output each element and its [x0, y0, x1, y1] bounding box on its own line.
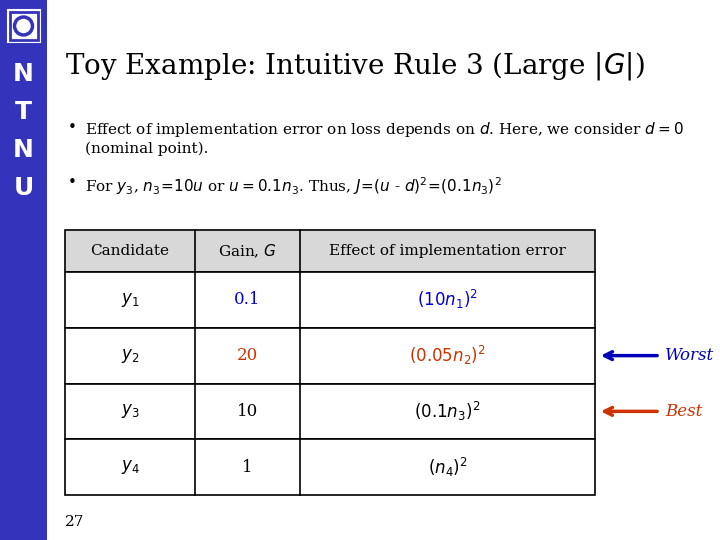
Bar	[65, 230, 595, 272]
Text: 10: 10	[237, 403, 258, 420]
Text: Gain, $G$: Gain, $G$	[218, 242, 277, 260]
Text: $(10n_1)^2$: $(10n_1)^2$	[417, 288, 478, 312]
FancyBboxPatch shape	[7, 10, 40, 42]
Text: For $y_3$, $n_3\!=\!10u$ or $u = 0.1n_3$. Thus, $J\!=\! (u$ - $d)^2\!=\!(0.1n_3): For $y_3$, $n_3\!=\!10u$ or $u = 0.1n_3$…	[85, 175, 502, 197]
Text: Effect of implementation error: Effect of implementation error	[329, 244, 566, 258]
Text: $y_4$: $y_4$	[120, 458, 140, 476]
Text: T: T	[15, 100, 32, 124]
Text: Effect of implementation error on loss depends on $d$. Here, we consider $d = 0$: Effect of implementation error on loss d…	[85, 120, 684, 139]
Text: 0.1: 0.1	[234, 292, 261, 308]
Text: Worst: Worst	[665, 347, 714, 364]
Bar	[65, 272, 595, 328]
Text: Best: Best	[665, 403, 702, 420]
Text: $(0.05n_2)^2$: $(0.05n_2)^2$	[409, 344, 486, 367]
Text: N: N	[13, 62, 34, 86]
Text: $y_1$: $y_1$	[121, 291, 139, 309]
Text: $(0.1n_3)^2$: $(0.1n_3)^2$	[415, 400, 481, 423]
Text: U: U	[14, 176, 34, 200]
Text: 27: 27	[65, 515, 84, 529]
Text: Candidate: Candidate	[91, 244, 169, 258]
Text: (nominal point).: (nominal point).	[85, 142, 208, 157]
Bar	[0, 0, 47, 540]
Text: •: •	[68, 120, 77, 135]
Text: 1: 1	[242, 458, 253, 476]
Text: •: •	[68, 175, 77, 190]
Bar	[9, 12, 37, 40]
Text: N: N	[13, 138, 34, 162]
Text: $(n_4)^2$: $(n_4)^2$	[428, 456, 467, 478]
Text: Toy Example: Intuitive Rule 3 (Large $|G|$): Toy Example: Intuitive Rule 3 (Large $|G…	[65, 50, 644, 82]
Bar	[65, 383, 595, 439]
Text: $y_2$: $y_2$	[121, 347, 139, 364]
Text: $y_3$: $y_3$	[121, 402, 140, 420]
Bar	[65, 328, 595, 383]
Bar	[65, 439, 595, 495]
Text: 20: 20	[237, 347, 258, 364]
